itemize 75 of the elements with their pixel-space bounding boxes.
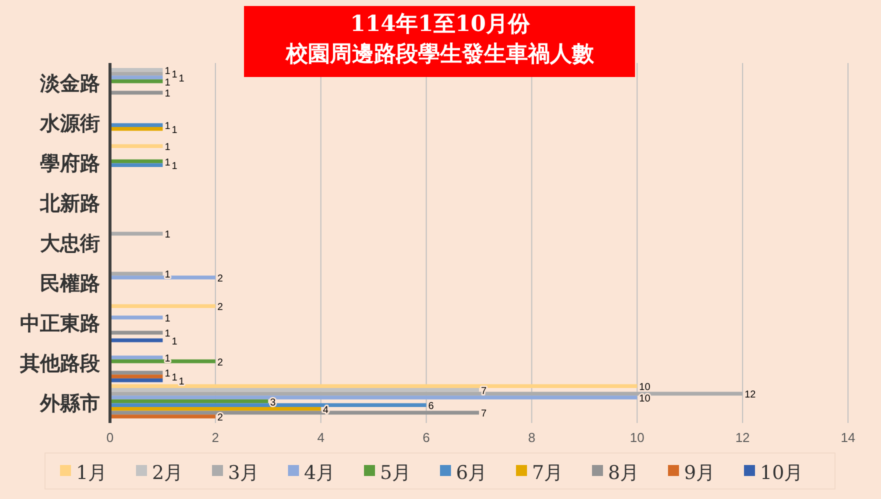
y-tick-label: 外縣市 xyxy=(39,391,100,415)
data-label: 7 xyxy=(481,386,487,397)
bar xyxy=(110,276,216,280)
bar xyxy=(110,388,479,392)
data-label: 2 xyxy=(217,302,224,314)
y-tick-label: 水源街 xyxy=(39,111,100,135)
legend-label: 3月 xyxy=(228,462,260,484)
bar xyxy=(110,356,163,360)
bar xyxy=(110,68,163,72)
bar xyxy=(110,127,163,131)
data-label: 10 xyxy=(639,382,651,394)
data-label: 1 xyxy=(172,372,178,384)
data-label: 1 xyxy=(178,376,185,388)
legend-label: 10月 xyxy=(760,462,804,484)
chart-subtitle: 校園周邊路段學生發生車禍人數 xyxy=(285,41,595,67)
bar xyxy=(110,414,216,418)
data-label: 1 xyxy=(172,161,178,172)
x-tick-label: 10 xyxy=(630,430,644,445)
data-label: 1 xyxy=(164,230,171,241)
legend-label: 1月 xyxy=(76,462,108,484)
x-tick-label: 4 xyxy=(317,430,324,445)
y-tick-label: 學府路 xyxy=(40,151,100,175)
y-tick-label: 中正東路 xyxy=(20,311,100,335)
x-tick-label: 2 xyxy=(212,430,220,445)
y-tick-label: 淡金路 xyxy=(39,71,100,95)
legend-label: 2月 xyxy=(152,462,184,484)
bar xyxy=(110,163,163,167)
data-label: 1 xyxy=(164,270,171,281)
bar xyxy=(110,144,163,148)
x-tick-label: 12 xyxy=(735,430,750,445)
legend-label: 8月 xyxy=(608,462,640,484)
y-tick-label: 北新路 xyxy=(39,191,100,215)
bar xyxy=(110,396,638,400)
x-tick-label: 0 xyxy=(106,430,114,445)
x-tick-label: 14 xyxy=(840,430,856,445)
legend-label: 4月 xyxy=(304,462,336,484)
x-tick-label: 8 xyxy=(528,430,536,445)
data-label: 1 xyxy=(164,77,171,88)
data-label: 1 xyxy=(164,88,171,100)
chart-title: 114年1至10月份 xyxy=(350,11,531,37)
data-label: 7 xyxy=(481,408,487,420)
bar xyxy=(110,76,163,80)
y-tick-label: 其他路段 xyxy=(19,351,101,375)
y-tick-label: 民權路 xyxy=(40,271,100,295)
legend-label: 9月 xyxy=(684,462,716,484)
data-label: 1 xyxy=(164,328,171,340)
data-label: 1 xyxy=(172,336,178,348)
data-label: 1 xyxy=(164,142,171,154)
bar xyxy=(110,399,268,404)
data-label: 2 xyxy=(217,357,224,368)
bar xyxy=(110,374,163,378)
data-label: 2 xyxy=(217,274,224,284)
bar xyxy=(110,384,638,388)
data-label: 1 xyxy=(178,74,185,84)
bar xyxy=(110,304,216,308)
x-tick-label: 6 xyxy=(422,430,430,445)
data-label: 1 xyxy=(164,66,171,77)
legend-label: 7月 xyxy=(532,462,564,484)
data-label: 4 xyxy=(322,404,329,416)
data-label: 1 xyxy=(164,121,171,132)
data-label: 1 xyxy=(172,70,178,81)
data-label: 10 xyxy=(639,394,651,404)
legend-label: 6月 xyxy=(456,462,488,484)
legend-label: 5月 xyxy=(380,462,412,484)
data-label: 12 xyxy=(744,390,756,401)
data-label: 1 xyxy=(172,124,178,136)
bar xyxy=(110,123,163,127)
data-label: 1 xyxy=(164,157,171,168)
data-label: 1 xyxy=(164,368,171,380)
y-tick-label: 大忠街 xyxy=(40,231,100,255)
data-label: 6 xyxy=(428,401,434,412)
data-label: 2 xyxy=(217,412,224,424)
data-label: 1 xyxy=(164,314,171,324)
bar xyxy=(110,316,163,320)
bar xyxy=(110,407,321,411)
